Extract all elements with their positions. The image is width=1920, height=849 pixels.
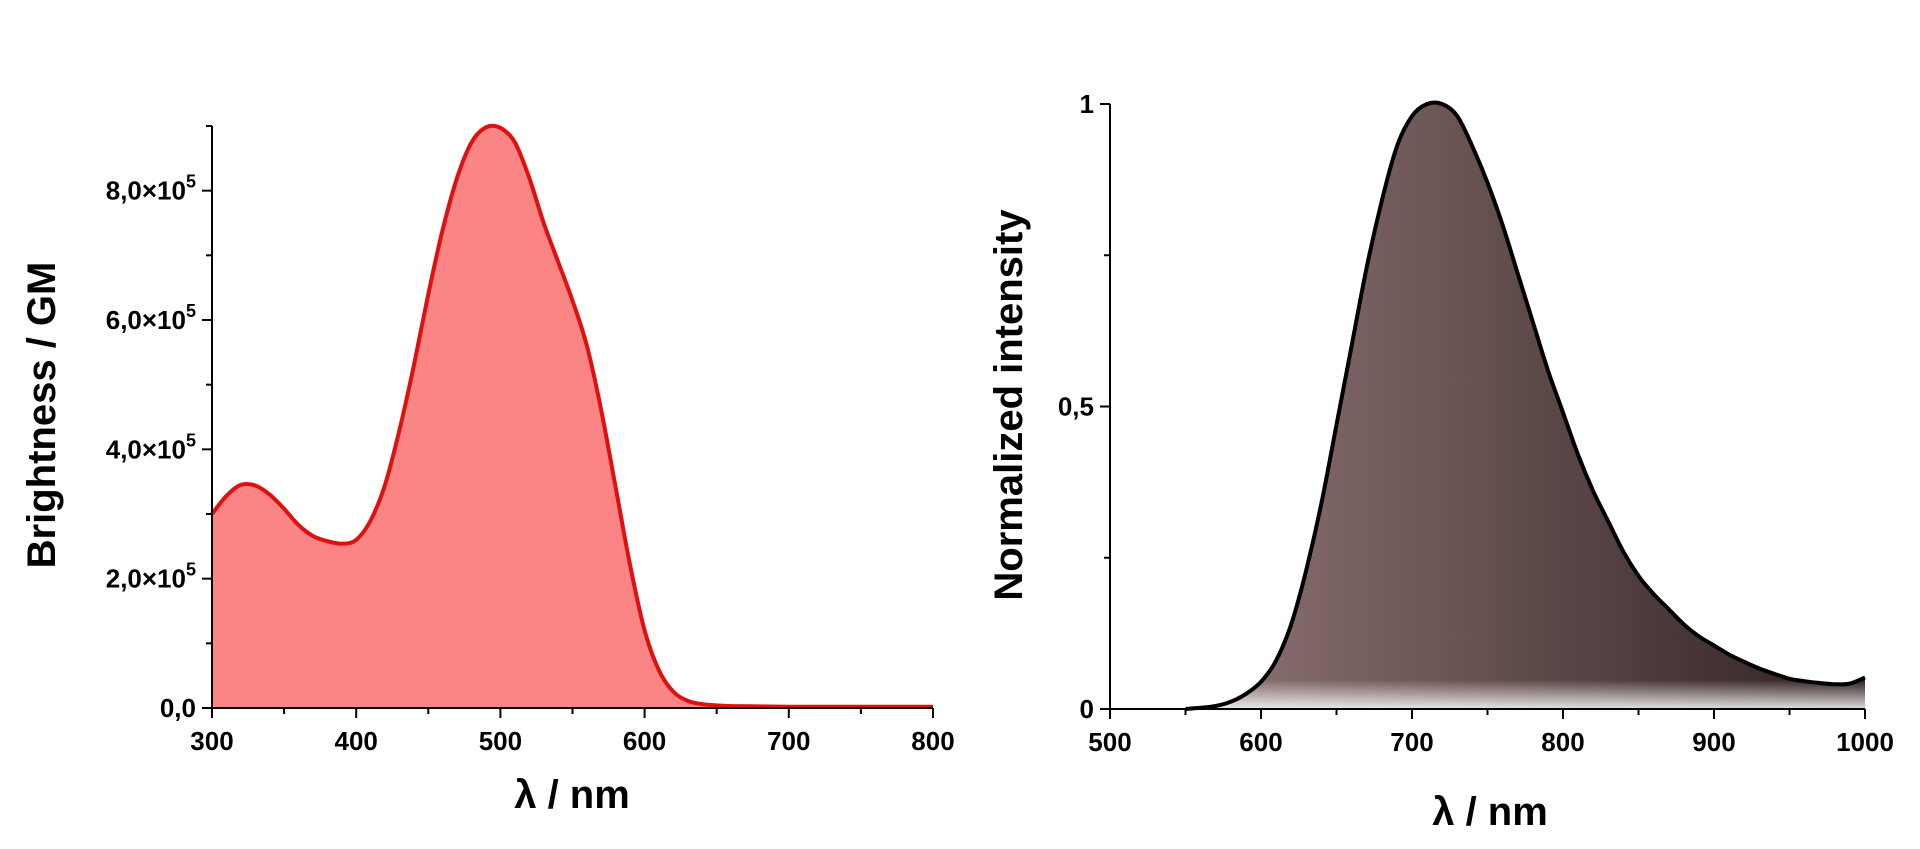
x-tick-label: 500	[479, 726, 522, 756]
x-tick-label: 500	[1088, 727, 1131, 757]
y-tick-label: 0	[1080, 694, 1094, 724]
brightness-series-line	[210, 123, 933, 709]
intensity-y-axis-title: Normalized intensity	[987, 209, 1031, 601]
intensity-area-fill	[1185, 102, 1865, 709]
y-tick-label: 8,0×105	[106, 172, 196, 206]
brightness-x-ticks: 300 400 500 600 700 800	[190, 708, 955, 756]
x-tick-label: 800	[911, 726, 954, 756]
y-tick-label: 0,5	[1058, 392, 1094, 422]
y-tick-label: 6,0×105	[106, 301, 196, 335]
intensity-x-ticks: 500 600 700 800 900 1000	[1088, 709, 1894, 757]
intensity-bottom-fade	[1185, 680, 1865, 709]
y-tick-label: 4,0×105	[106, 430, 196, 464]
x-tick-label: 700	[767, 726, 810, 756]
x-tick-label: 300	[190, 726, 233, 756]
brightness-x-axis-title: λ / nm	[514, 773, 630, 817]
x-tick-label: 400	[335, 726, 378, 756]
brightness-y-axis-title: Brightness / GM	[20, 262, 64, 569]
y-tick-label: 0,0	[160, 693, 196, 723]
x-tick-label: 600	[1239, 727, 1282, 757]
x-tick-label: 1000	[1836, 727, 1894, 757]
x-tick-label: 700	[1390, 727, 1433, 757]
intensity-y-ticks: 00,51	[1058, 89, 1110, 724]
y-tick-label: 2,0×105	[106, 560, 196, 594]
x-tick-label: 800	[1541, 727, 1584, 757]
y-tick-label: 1	[1080, 89, 1094, 119]
x-tick-label: 600	[623, 726, 666, 756]
brightness-chart: 300 400 500 600 700 800 0,0 2,0×105 4,0×105 6,0×…	[20, 123, 955, 817]
intensity-series-line	[1185, 100, 1866, 711]
brightness-area-fill	[212, 125, 933, 709]
intensity-x-axis-title: λ / nm	[1432, 790, 1548, 834]
x-tick-label: 900	[1692, 727, 1735, 757]
normalized-intensity-chart: 500 600 700 800 900 1000 00,51 λ / nm Normali…	[987, 89, 1894, 834]
brightness-y-ticks: 0,0 2,0×105 4,0×105 6,0×105 8,0×105	[106, 125, 212, 723]
